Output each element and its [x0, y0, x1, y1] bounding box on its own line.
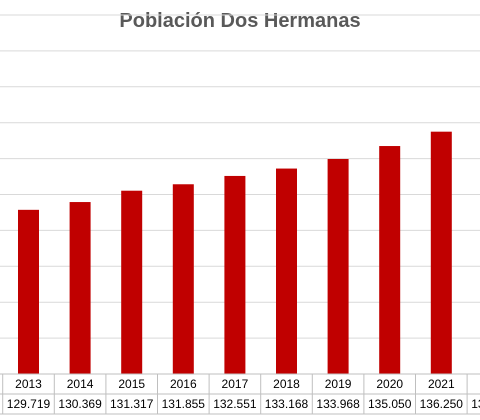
- data-table: 2013 129.719 2014 130.369 2015 131.317 2016 131…: [0, 373, 480, 415]
- data-label-2014: 130.369: [58, 397, 102, 411]
- bar-2015: [121, 190, 143, 374]
- x-tick-label-2016: 2016: [170, 377, 197, 391]
- data-label-2021: 136.250: [420, 397, 464, 411]
- x-tick-label-2015: 2015: [118, 377, 145, 391]
- bar-layer: [18, 131, 452, 374]
- bar-2016: [172, 184, 194, 374]
- bar-2021: [430, 131, 452, 374]
- x-tick-label-2021: 2021: [428, 377, 455, 391]
- x-tick-label-2014: 2014: [67, 377, 94, 391]
- x-tick-label-2020: 2020: [376, 377, 403, 391]
- data-label-2015: 131.317: [110, 397, 154, 411]
- bar-2020: [379, 146, 401, 374]
- bar-2014: [69, 202, 91, 374]
- data-label-2016: 131.855: [162, 397, 206, 411]
- bar-2018: [276, 168, 297, 374]
- data-label-2022: 137.561: [471, 397, 480, 411]
- data-label-2019: 133.968: [316, 397, 360, 411]
- x-tick-label-2018: 2018: [273, 377, 300, 391]
- bar-2013: [18, 209, 39, 374]
- x-tick-label-2017: 2017: [222, 377, 249, 391]
- data-label-2018: 133.168: [265, 397, 309, 411]
- x-tick-label-2019: 2019: [325, 377, 352, 391]
- data-label-2020: 135.050: [368, 397, 412, 411]
- data-label-2013: 129.719: [7, 397, 51, 411]
- data-label-2017: 132.551: [213, 397, 257, 411]
- x-tick-label-2013: 2013: [15, 377, 42, 391]
- bar-2019: [327, 158, 349, 374]
- bar-2017: [224, 175, 246, 374]
